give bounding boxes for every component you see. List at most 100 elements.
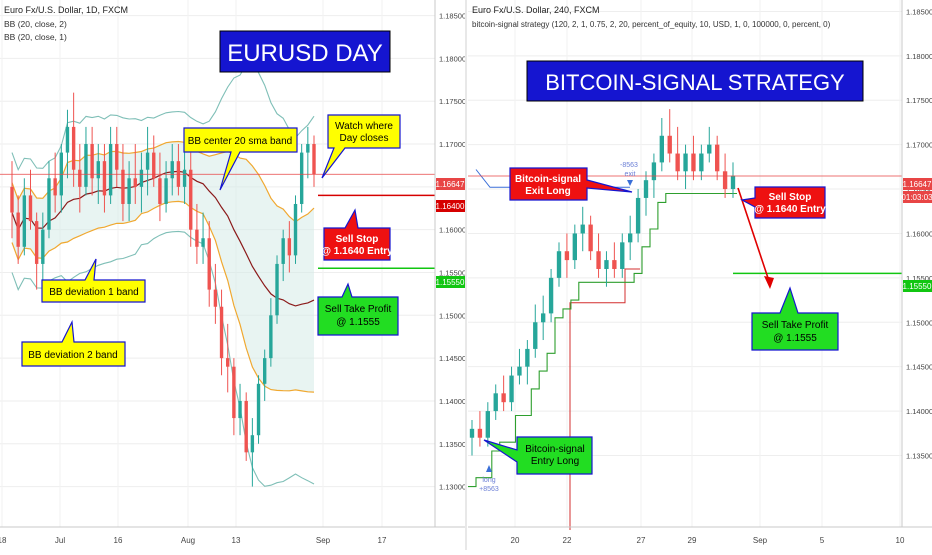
right-take-profit-callout [751, 286, 839, 351]
candle-body [675, 153, 680, 172]
left-chart-panel[interactable]: Euro Fx/U.S. Dollar, 1D, FXCM BB (20, cl… [0, 0, 466, 545]
left-tp-badge [436, 276, 465, 288]
candle-body [275, 263, 279, 316]
candle-body [620, 242, 625, 269]
candle-body [612, 260, 617, 269]
exit-marker-label: exit [625, 171, 636, 178]
y-tick-label: 1.14500 [439, 354, 466, 363]
y-tick-label: 1.15500 [906, 274, 932, 283]
candle-body [256, 383, 261, 436]
right-tp-badge-text: 1.15550 [903, 282, 932, 291]
left-indicator-bb2: BB (20, close, 2) [4, 19, 67, 29]
candle-body [691, 153, 696, 172]
candle-body [170, 161, 174, 179]
bb-dev2-callout-text: BB deviation 2 band [28, 350, 118, 361]
callout-line: Watch where [335, 121, 393, 132]
candle-body [548, 277, 554, 314]
watch-close-callout-text: Watch where Day closes [335, 121, 393, 144]
callout-line: Sell Stop [769, 192, 812, 203]
left-plot-background [0, 0, 435, 527]
bitcoin-signal-banner-text: BITCOIN-SIGNAL STRATEGY [545, 70, 845, 95]
y-tick-label: 1.17000 [906, 141, 932, 150]
candle-body [96, 161, 100, 179]
y-tick-label: 1.15500 [439, 268, 466, 277]
left-take-profit-callout [317, 282, 399, 336]
x-tick-label: Aug [181, 536, 195, 545]
left-sell-stop-callout-text: Sell Stop @ 1.1640 Entry [321, 234, 393, 257]
right-price-badge-text: 1.16647 [903, 180, 932, 189]
exit-marker-arrow [627, 180, 633, 186]
candle-body [541, 313, 546, 323]
long-marker-arrow [486, 465, 492, 472]
long-marker-label: long [482, 477, 495, 484]
candle-body [580, 224, 585, 234]
y-tick-label: 1.14500 [906, 363, 932, 372]
candle-body [139, 169, 144, 187]
y-tick-label: 1.17000 [439, 140, 466, 149]
candle-body [525, 348, 530, 367]
candle-body [312, 144, 316, 174]
right-time-badge [903, 191, 932, 203]
left-candles [10, 92, 316, 487]
candle-body [659, 135, 664, 163]
callout-line: @ 1.1640 Entry [754, 204, 826, 215]
candle-body [213, 289, 218, 307]
callout-line: @ 1.1555 [336, 317, 380, 328]
candle-body [556, 251, 562, 278]
candle-body [564, 251, 570, 261]
y-tick-label: 1.14000 [439, 397, 466, 406]
candle-body [10, 186, 14, 213]
candle-body [501, 393, 506, 403]
forecast-arrowhead [764, 276, 774, 289]
candle-body [34, 221, 39, 264]
x-tick-label: Sep [753, 536, 768, 545]
x-tick-label: 5 [820, 536, 825, 545]
bb-fill-area [12, 141, 314, 393]
candle-body [207, 238, 211, 290]
bb-dev1-callout [41, 258, 146, 303]
entry-long-callout-text: Bitcoin-signal Entry Long [525, 444, 584, 467]
left-price-badge [436, 178, 465, 190]
candle-body [232, 366, 236, 419]
candle-body [102, 161, 107, 196]
y-tick-label: 1.15000 [906, 318, 932, 327]
candle-body [293, 203, 298, 256]
forecast-arrow [737, 187, 771, 285]
x-tick-label: 13 [232, 536, 241, 545]
candle-body [201, 238, 205, 247]
left-price-badge-text: 1.16647 [436, 180, 465, 189]
left-y-axis: 1.185001.180001.175001.170001.165001.160… [439, 12, 466, 492]
y-tick-label: 1.16000 [439, 226, 466, 235]
right-candles [469, 109, 736, 456]
candle-body [115, 144, 119, 170]
candle-body [22, 195, 27, 247]
candle-body [707, 144, 712, 154]
left-tp-badge-text: 1.15550 [436, 278, 465, 287]
y-tick-label: 1.18000 [439, 54, 466, 63]
candle-body [533, 322, 538, 349]
candle-body [493, 393, 498, 412]
bb-center-callout-text: BB center 20 sma band [188, 136, 293, 147]
candle-body [477, 428, 483, 438]
eurusd-day-banner [219, 30, 391, 73]
candle-body [226, 358, 230, 367]
candle-body [572, 233, 577, 261]
y-tick-label: 1.18500 [439, 12, 466, 21]
candle-body [628, 233, 633, 243]
right-chart-header: Euro Fx/U.S. Dollar, 240, FXCM [472, 5, 600, 15]
right-time-badge-text: 01:03:03 [901, 193, 932, 202]
candle-body [238, 400, 242, 419]
candle-body [47, 178, 51, 230]
right-chart-panel[interactable]: Euro Fx/U.S. Dollar, 240, FXCM bitcoin-s… [468, 0, 932, 545]
x-tick-label: Sep [316, 536, 331, 545]
candle-body [262, 358, 267, 384]
y-tick-label: 1.13500 [439, 440, 466, 449]
candle-body [596, 251, 601, 269]
callout-line: @ 1.1640 Entry [321, 246, 393, 257]
callout-line: Bitcoin-signal [515, 174, 581, 185]
candle-body [306, 144, 310, 153]
bb-dev1-callout-text: BB deviation 1 band [49, 287, 139, 298]
right-sell-stop-callout [740, 186, 826, 219]
watch-close-callout [321, 114, 401, 179]
candle-body [133, 178, 137, 187]
